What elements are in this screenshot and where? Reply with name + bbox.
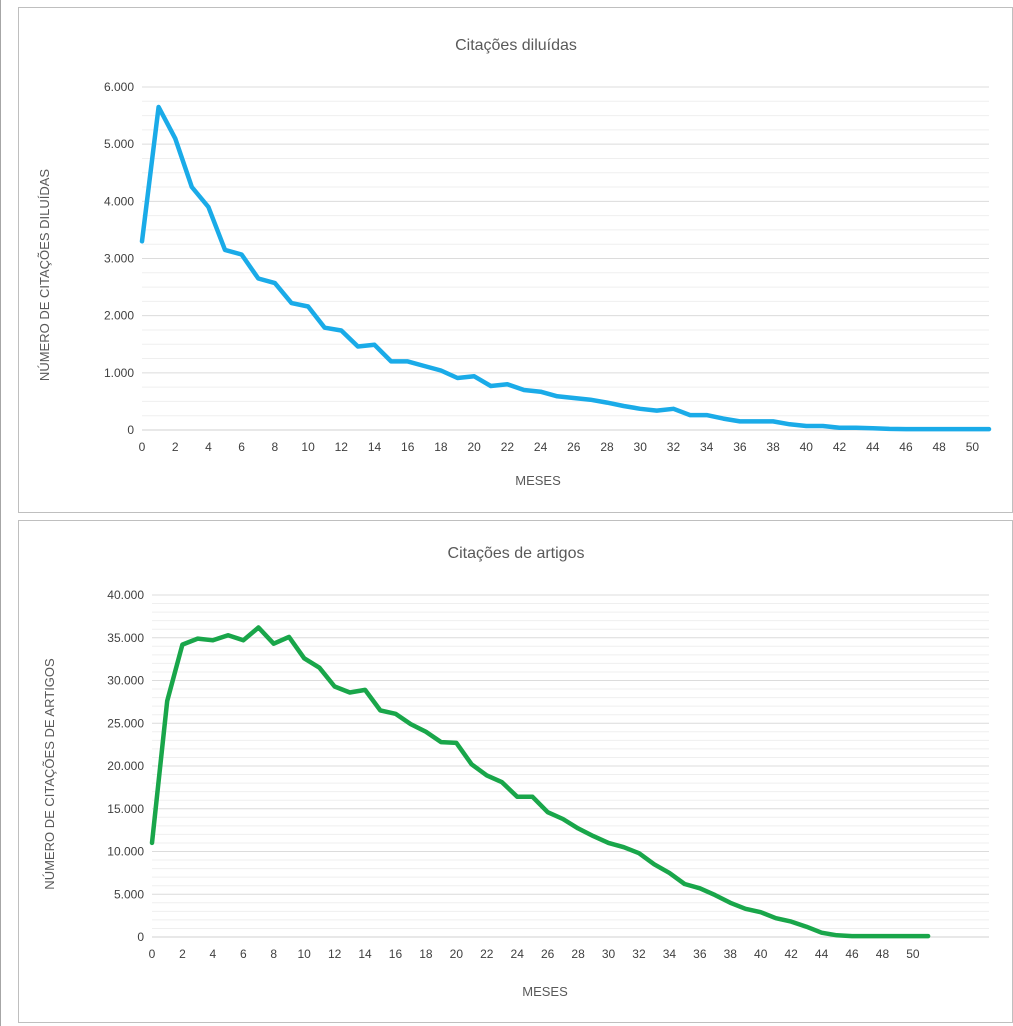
x-tick-label: 18 bbox=[419, 947, 433, 961]
x-tick-label: 2 bbox=[179, 947, 186, 961]
x-tick-label: 36 bbox=[733, 440, 747, 454]
x-tick-label: 50 bbox=[966, 440, 980, 454]
x-tick-label: 24 bbox=[534, 440, 548, 454]
x-tick-label: 4 bbox=[205, 440, 212, 454]
x-tick-label: 20 bbox=[450, 947, 464, 961]
x-tick-label: 4 bbox=[210, 947, 217, 961]
y-tick-label: 3.000 bbox=[104, 252, 134, 266]
x-tick-label: 8 bbox=[270, 947, 277, 961]
chart-title: Citações diluídas bbox=[455, 37, 577, 54]
x-tick-label: 44 bbox=[815, 947, 829, 961]
x-tick-label: 14 bbox=[368, 440, 382, 454]
y-tick-label: 5.000 bbox=[114, 887, 144, 901]
x-tick-label: 2 bbox=[172, 440, 179, 454]
y-tick-label: 40.000 bbox=[107, 588, 144, 602]
chart-panel-article-citations: 0 5.000 10.000 15.000 20.000 25.000 30.000 35.0… bbox=[18, 520, 1013, 1023]
x-tick-label: 28 bbox=[571, 947, 585, 961]
x-tick-label: 20 bbox=[467, 440, 481, 454]
x-tick-label: 32 bbox=[667, 440, 681, 454]
x-tick-label: 0 bbox=[139, 440, 146, 454]
x-tick-label: 6 bbox=[240, 947, 247, 961]
y-tick-label: 6.000 bbox=[104, 80, 134, 94]
x-tick-label: 12 bbox=[335, 440, 349, 454]
x-tick-label: 44 bbox=[866, 440, 880, 454]
y-tick-label: 30.000 bbox=[107, 674, 144, 688]
x-tick-label: 42 bbox=[833, 440, 847, 454]
x-tick-label: 22 bbox=[501, 440, 515, 454]
x-tick-label: 6 bbox=[238, 440, 245, 454]
x-tick-label: 30 bbox=[602, 947, 616, 961]
x-tick-label: 30 bbox=[634, 440, 648, 454]
x-tick-label: 16 bbox=[401, 440, 415, 454]
chart-panel-diluted-citations: 0 1.000 2.000 3.000 4.000 5.000 6.000 0 2 4 6 8 10 1… bbox=[18, 7, 1013, 513]
x-tick-label: 26 bbox=[567, 440, 581, 454]
x-tick-label: 40 bbox=[754, 947, 768, 961]
x-tick-label: 48 bbox=[932, 440, 946, 454]
x-tick-label: 36 bbox=[693, 947, 707, 961]
x-tick-label: 14 bbox=[358, 947, 372, 961]
y-axis-label: NÚMERO DE CITAÇÕES DILUÍDAS bbox=[37, 169, 52, 381]
x-tick-label: 48 bbox=[876, 947, 890, 961]
x-tick-label: 8 bbox=[272, 440, 279, 454]
x-tick-label: 0 bbox=[149, 947, 156, 961]
x-tick-label: 26 bbox=[541, 947, 555, 961]
y-tick-label: 0 bbox=[137, 930, 144, 944]
x-axis-label: MESES bbox=[515, 473, 561, 488]
series-line bbox=[139, 104, 992, 432]
y-tick-label: 35.000 bbox=[107, 631, 144, 645]
x-tick-label: 42 bbox=[784, 947, 798, 961]
x-tick-label: 38 bbox=[724, 947, 738, 961]
y-tick-label: 25.000 bbox=[107, 716, 144, 730]
chart-title: Citações de artigos bbox=[448, 545, 585, 562]
x-tick-label: 46 bbox=[845, 947, 859, 961]
x-tick-label: 34 bbox=[663, 947, 677, 961]
y-tick-label: 2.000 bbox=[104, 309, 134, 323]
window-left-border bbox=[0, 0, 1, 1026]
y-tick-label: 20.000 bbox=[107, 759, 144, 773]
line-chart-article-citations: 0 5.000 10.000 15.000 20.000 25.000 30.000 35.0… bbox=[42, 545, 989, 999]
y-tick-label: 5.000 bbox=[104, 137, 134, 151]
x-tick-label: 38 bbox=[766, 440, 780, 454]
x-tick-label: 22 bbox=[480, 947, 494, 961]
y-tick-label: 4.000 bbox=[104, 194, 134, 208]
y-tick-label: 10.000 bbox=[107, 845, 144, 859]
x-tick-label: 24 bbox=[511, 947, 525, 961]
x-tick-label: 10 bbox=[301, 440, 315, 454]
x-tick-label: 50 bbox=[906, 947, 920, 961]
series-line bbox=[149, 625, 931, 939]
x-tick-label: 32 bbox=[632, 947, 646, 961]
x-tick-label: 28 bbox=[600, 440, 614, 454]
y-axis-label: NÚMERO DE CITAÇÕES DE ARTIGOS bbox=[42, 658, 57, 890]
y-tick-label: 0 bbox=[127, 423, 134, 437]
x-tick-label: 18 bbox=[434, 440, 448, 454]
x-tick-label: 16 bbox=[389, 947, 403, 961]
y-tick-label: 1.000 bbox=[104, 366, 134, 380]
x-tick-label: 34 bbox=[700, 440, 714, 454]
x-axis-label: MESES bbox=[522, 984, 568, 999]
y-tick-label: 15.000 bbox=[107, 802, 144, 816]
x-tick-label: 10 bbox=[298, 947, 312, 961]
x-tick-label: 46 bbox=[899, 440, 913, 454]
x-tick-label: 40 bbox=[800, 440, 814, 454]
x-tick-label: 12 bbox=[328, 947, 342, 961]
